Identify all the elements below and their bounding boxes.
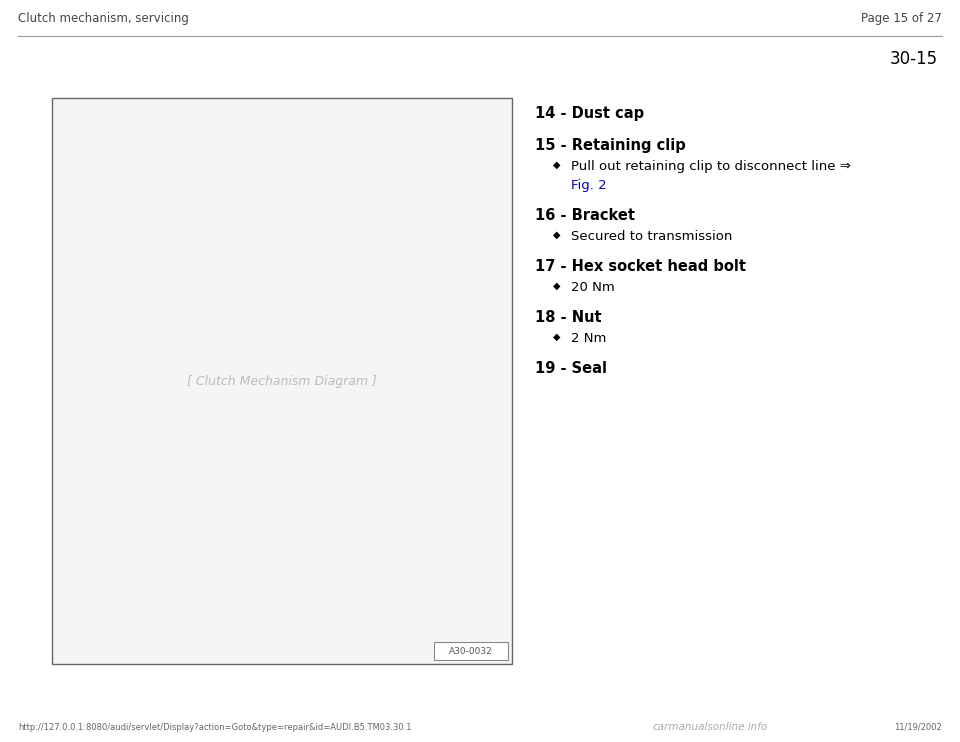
- Text: 15 - Retaining clip: 15 - Retaining clip: [535, 138, 685, 153]
- Text: ◆: ◆: [553, 160, 561, 170]
- Text: carmanualsonline.info: carmanualsonline.info: [653, 722, 768, 732]
- Text: 11/19/2002: 11/19/2002: [895, 723, 942, 732]
- Text: 30-15: 30-15: [890, 50, 938, 68]
- Text: 14 - Dust cap: 14 - Dust cap: [535, 106, 644, 121]
- Bar: [52, 98, 512, 664]
- Text: http://127.0.0.1:8080/audi/servlet/Display?action=Goto&type=repair&id=AUDI.B5.TM: http://127.0.0.1:8080/audi/servlet/Displ…: [18, 723, 412, 732]
- Text: ◆: ◆: [553, 230, 561, 240]
- Text: 20 Nm: 20 Nm: [571, 281, 614, 294]
- Text: 17 - Hex socket head bolt: 17 - Hex socket head bolt: [535, 259, 746, 274]
- FancyBboxPatch shape: [434, 642, 508, 660]
- Text: 19 - Seal: 19 - Seal: [535, 361, 607, 376]
- Text: Clutch mechanism, servicing: Clutch mechanism, servicing: [18, 12, 189, 25]
- Text: Fig. 2: Fig. 2: [571, 179, 607, 192]
- Text: Secured to transmission: Secured to transmission: [571, 230, 732, 243]
- Text: 18 - Nut: 18 - Nut: [535, 310, 602, 325]
- Text: [ Clutch Mechanism Diagram ]: [ Clutch Mechanism Diagram ]: [187, 375, 377, 387]
- Text: ◆: ◆: [553, 281, 561, 291]
- Text: Page 15 of 27: Page 15 of 27: [861, 12, 942, 25]
- Text: 2 Nm: 2 Nm: [571, 332, 607, 345]
- Text: A30-0032: A30-0032: [449, 646, 492, 655]
- Text: Pull out retaining clip to disconnect line ⇒: Pull out retaining clip to disconnect li…: [571, 160, 851, 173]
- Text: 16 - Bracket: 16 - Bracket: [535, 208, 635, 223]
- Text: ◆: ◆: [553, 332, 561, 342]
